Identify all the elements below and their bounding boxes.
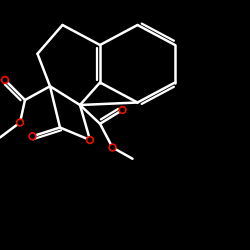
Circle shape — [86, 136, 94, 143]
Circle shape — [16, 119, 24, 126]
Circle shape — [29, 133, 36, 140]
Circle shape — [121, 108, 124, 112]
Circle shape — [111, 146, 114, 149]
Circle shape — [18, 121, 22, 124]
Circle shape — [109, 144, 116, 151]
Circle shape — [31, 134, 34, 138]
Circle shape — [3, 78, 7, 82]
Circle shape — [88, 138, 92, 142]
Circle shape — [119, 106, 126, 114]
Circle shape — [2, 76, 8, 84]
